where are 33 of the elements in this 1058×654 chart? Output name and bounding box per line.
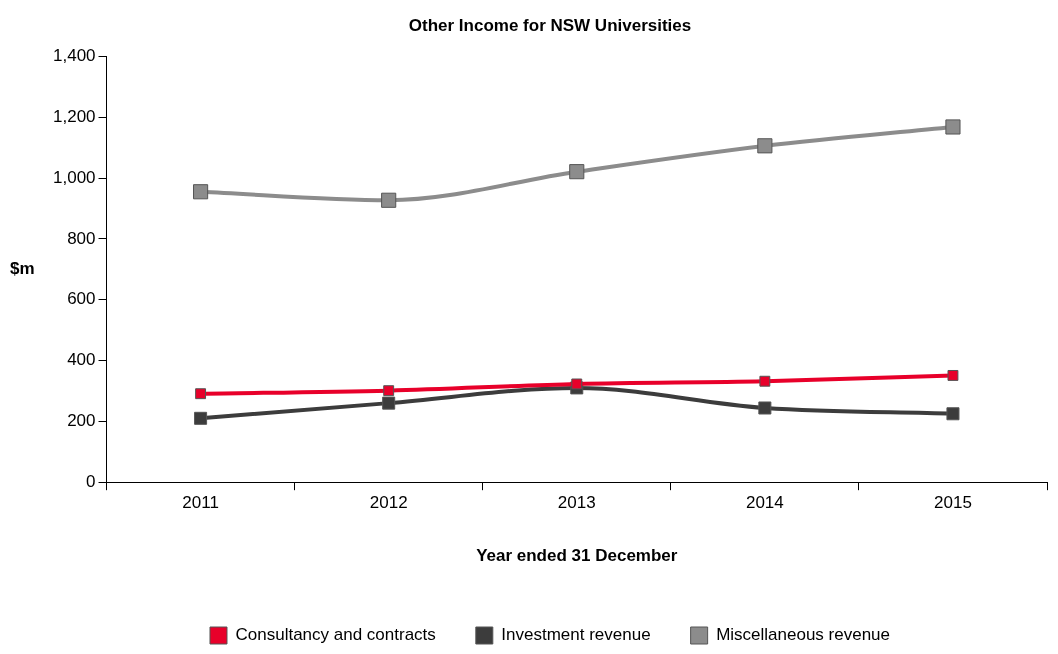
x-tick-label: 2012 [369, 493, 408, 513]
chart-title: Other Income for NSW Universities [408, 15, 692, 35]
y-tick-label: 600 [67, 289, 96, 309]
point [193, 184, 209, 200]
point [571, 378, 583, 390]
point [758, 401, 772, 415]
point [194, 411, 208, 425]
x-tick-label: 2015 [934, 493, 972, 513]
point [383, 385, 395, 397]
y-tick-label: 1,000 [52, 167, 96, 187]
legend-label: Consultancy and contracts [235, 625, 436, 645]
legend-label: Miscellaneous revenue [716, 625, 891, 645]
y-tick-label: 400 [67, 350, 96, 370]
x-tick-label: 2013 [557, 493, 596, 513]
y-tick-label: 800 [67, 228, 96, 248]
x-tick-label: 2011 [182, 493, 219, 513]
y-tick-label: 1,200 [52, 106, 96, 126]
x-axis-title: Year ended 31 December [476, 546, 678, 566]
point [569, 164, 585, 180]
point [381, 192, 397, 208]
x-tick-label: 2014 [745, 493, 784, 513]
point [947, 370, 959, 381]
y-tick-label: 1,400 [52, 46, 96, 66]
legend-label: Investment revenue [501, 625, 651, 645]
point [945, 119, 961, 135]
y-axis-title: $m [10, 258, 35, 278]
y-tick-label: 200 [67, 411, 96, 431]
point [757, 138, 773, 154]
point [195, 388, 207, 400]
y-tick-label: 0 [86, 471, 96, 491]
point [382, 396, 396, 410]
point [759, 375, 771, 387]
point [946, 407, 960, 421]
